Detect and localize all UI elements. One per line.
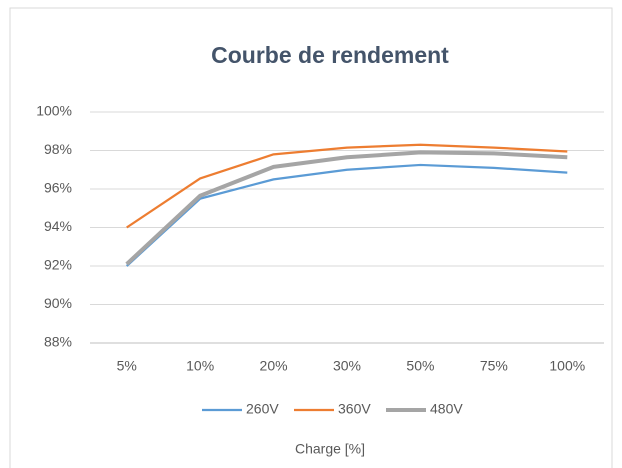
x-tick-label: 10% <box>186 358 214 374</box>
x-tick-label: 5% <box>117 358 137 374</box>
y-tick-label: 94% <box>44 218 72 234</box>
chart-title: Courbe de rendement <box>211 42 449 68</box>
y-tick-label: 92% <box>44 257 72 273</box>
x-tick-label: 75% <box>480 358 508 374</box>
legend-label: 260V <box>246 401 279 417</box>
y-tick-label: 96% <box>44 180 72 196</box>
x-tick-label: 100% <box>549 358 585 374</box>
y-tick-label: 90% <box>44 295 72 311</box>
x-axis-label: Charge [%] <box>295 441 365 457</box>
x-tick-label: 50% <box>406 358 434 374</box>
y-tick-label: 98% <box>44 141 72 157</box>
x-tick-label: 30% <box>333 358 361 374</box>
series-line <box>126 143 568 229</box>
series-line <box>125 150 568 266</box>
legend-label: 360V <box>338 401 371 417</box>
legend-label: 480V <box>430 401 463 417</box>
y-tick-label: 88% <box>44 334 72 350</box>
chart-frame <box>9 7 613 468</box>
y-tick-label: 100% <box>36 103 72 119</box>
x-tick-label: 20% <box>260 358 288 374</box>
series-line <box>125 163 568 267</box>
